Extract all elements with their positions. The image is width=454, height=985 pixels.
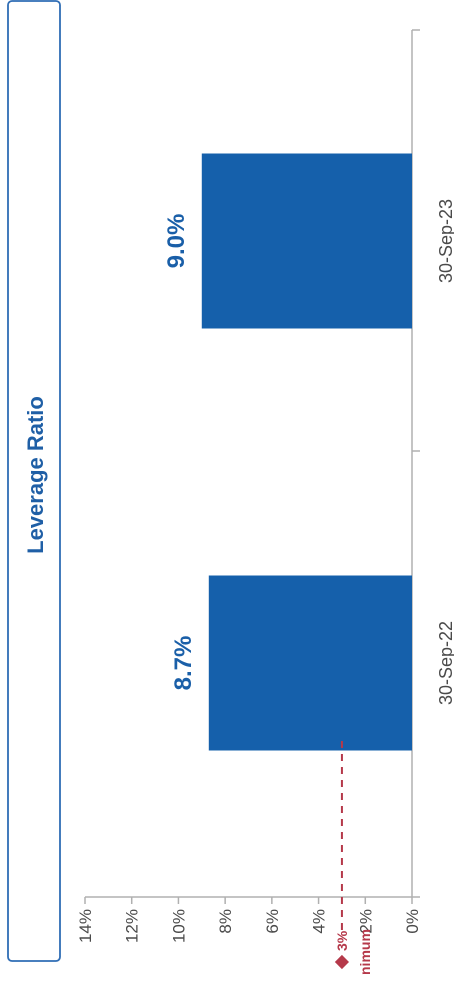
minimum-reference-value: 3% bbox=[334, 930, 350, 951]
bar bbox=[208, 575, 412, 751]
value-tick-label: 12% bbox=[123, 909, 142, 943]
minimum-reference-caption: nimum bbox=[357, 929, 373, 975]
value-tick-label: 0% bbox=[403, 909, 422, 934]
value-tick-label: 10% bbox=[169, 909, 188, 943]
value-tick-label: 6% bbox=[263, 909, 282, 934]
chart-title: Leverage Ratio bbox=[23, 396, 48, 554]
value-tick-label: 2% bbox=[356, 909, 375, 934]
bar-value-label: 8.7% bbox=[170, 636, 197, 691]
category-label: 30-Sep-22 bbox=[436, 621, 454, 705]
category-label: 30-Sep-23 bbox=[436, 199, 454, 283]
value-tick-label: 4% bbox=[310, 909, 329, 934]
value-tick-label: 8% bbox=[216, 909, 235, 934]
value-tick-label: 14% bbox=[76, 909, 95, 943]
bar-value-label: 9.0% bbox=[163, 214, 190, 269]
title-box bbox=[7, 0, 61, 962]
bar bbox=[201, 153, 412, 329]
minimum-reference-marker bbox=[334, 954, 349, 970]
